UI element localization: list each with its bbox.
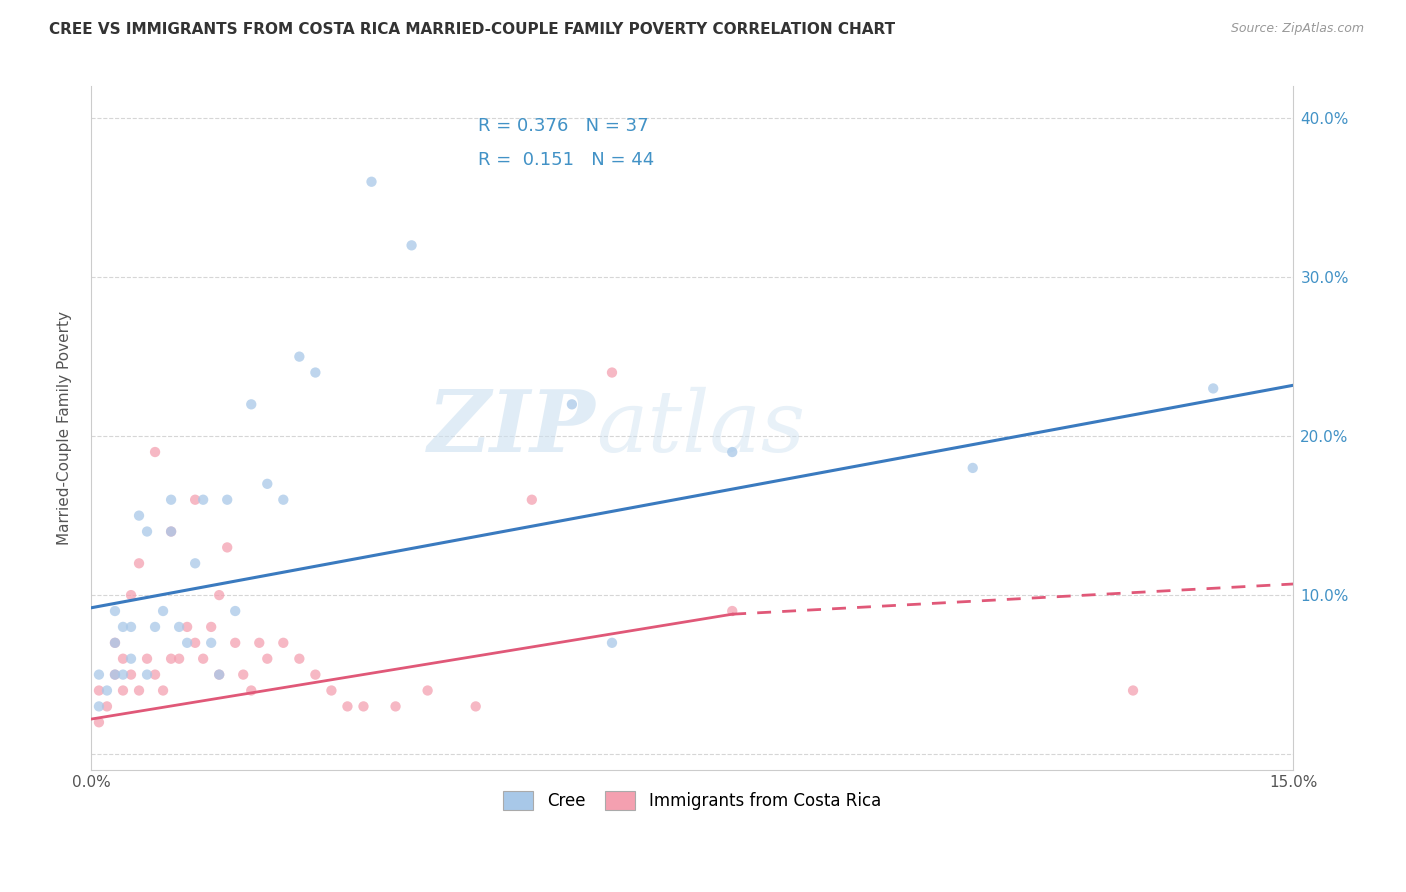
Point	[336, 699, 359, 714]
Point	[160, 492, 183, 507]
Point	[167, 651, 190, 665]
Point	[96, 683, 118, 698]
Point	[1122, 683, 1144, 698]
Point	[247, 636, 270, 650]
Point	[208, 667, 231, 681]
Point	[721, 604, 744, 618]
Point	[167, 620, 190, 634]
Point	[321, 683, 343, 698]
Point	[104, 636, 127, 650]
Point	[208, 588, 231, 602]
Point	[191, 492, 214, 507]
Y-axis label: Married-Couple Family Poverty: Married-Couple Family Poverty	[58, 311, 72, 545]
Point	[87, 667, 110, 681]
Point	[256, 651, 278, 665]
Point	[240, 397, 263, 411]
Point	[104, 604, 127, 618]
Point	[143, 445, 166, 459]
Point	[143, 667, 166, 681]
Point	[232, 667, 254, 681]
Point	[104, 667, 127, 681]
Point	[111, 651, 134, 665]
Point	[304, 366, 326, 380]
Point	[200, 636, 222, 650]
Point	[176, 620, 198, 634]
Point	[184, 636, 207, 650]
Point	[96, 699, 118, 714]
Point	[600, 366, 623, 380]
Point	[120, 588, 142, 602]
Point	[120, 620, 142, 634]
Point	[721, 445, 744, 459]
Point	[87, 715, 110, 730]
Point	[962, 461, 984, 475]
Point	[416, 683, 439, 698]
Point	[152, 604, 174, 618]
Legend: Cree, Immigrants from Costa Rica: Cree, Immigrants from Costa Rica	[491, 777, 894, 823]
Point	[224, 636, 246, 650]
Point	[136, 667, 159, 681]
Point	[87, 699, 110, 714]
Point	[128, 683, 150, 698]
Point	[160, 651, 183, 665]
Point	[104, 667, 127, 681]
Point	[128, 508, 150, 523]
Point	[152, 683, 174, 698]
Point	[273, 636, 295, 650]
Point	[120, 667, 142, 681]
Point	[104, 636, 127, 650]
Point	[176, 636, 198, 650]
Point	[353, 699, 375, 714]
Point	[600, 636, 623, 650]
Point	[561, 397, 583, 411]
Text: R = 0.376   N = 37: R = 0.376 N = 37	[478, 117, 648, 135]
Point	[360, 175, 382, 189]
Point	[208, 667, 231, 681]
Point	[87, 683, 110, 698]
Point	[288, 350, 311, 364]
Point	[217, 492, 239, 507]
Point	[128, 557, 150, 571]
Point	[256, 476, 278, 491]
Point	[191, 651, 214, 665]
Point	[224, 604, 246, 618]
Point	[111, 620, 134, 634]
Text: R =  0.151   N = 44: R = 0.151 N = 44	[478, 152, 654, 169]
Point	[304, 667, 326, 681]
Point	[184, 557, 207, 571]
Point	[184, 492, 207, 507]
Point	[120, 651, 142, 665]
Point	[288, 651, 311, 665]
Point	[136, 651, 159, 665]
Point	[1202, 381, 1225, 395]
Point	[111, 667, 134, 681]
Point	[160, 524, 183, 539]
Point	[160, 524, 183, 539]
Text: CREE VS IMMIGRANTS FROM COSTA RICA MARRIED-COUPLE FAMILY POVERTY CORRELATION CHA: CREE VS IMMIGRANTS FROM COSTA RICA MARRI…	[49, 22, 896, 37]
Point	[464, 699, 486, 714]
Point	[217, 541, 239, 555]
Point	[143, 620, 166, 634]
Point	[384, 699, 406, 714]
Point	[273, 492, 295, 507]
Text: atlas: atlas	[596, 387, 806, 469]
Point	[520, 492, 543, 507]
Text: Source: ZipAtlas.com: Source: ZipAtlas.com	[1230, 22, 1364, 36]
Point	[111, 683, 134, 698]
Point	[401, 238, 423, 252]
Text: ZIP: ZIP	[427, 386, 596, 470]
Point	[136, 524, 159, 539]
Point	[240, 683, 263, 698]
Point	[200, 620, 222, 634]
